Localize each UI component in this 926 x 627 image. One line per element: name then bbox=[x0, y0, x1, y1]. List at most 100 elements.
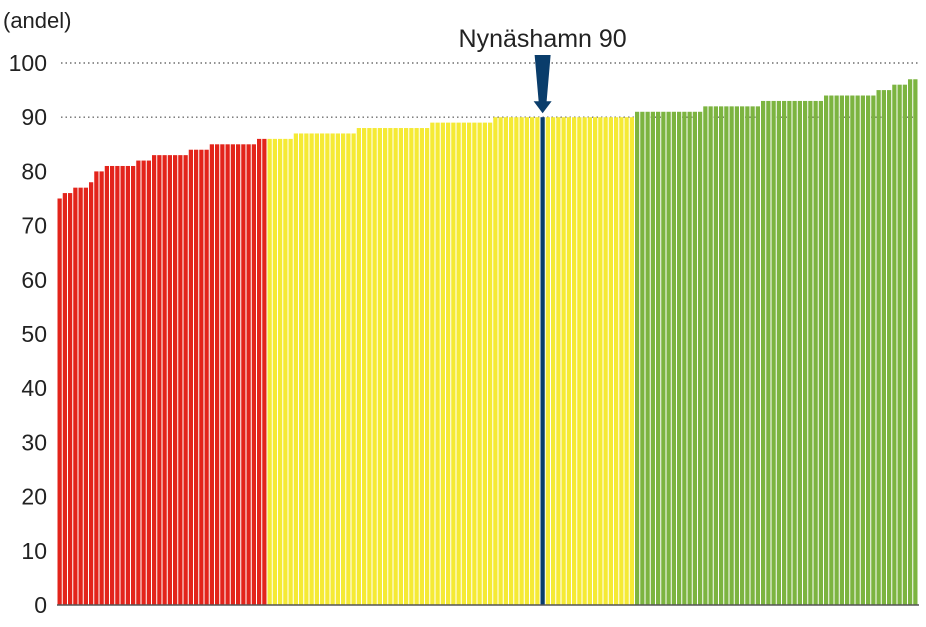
bar-35 bbox=[241, 144, 246, 606]
y-tick-label: 60 bbox=[21, 267, 47, 293]
bar-28 bbox=[204, 149, 209, 605]
y-tick-label: 40 bbox=[21, 375, 47, 401]
bar-16 bbox=[141, 160, 146, 605]
bar-150 bbox=[845, 95, 850, 606]
bar-125 bbox=[713, 106, 718, 606]
bar-139 bbox=[787, 100, 792, 605]
bar-66 bbox=[404, 128, 409, 606]
bar-19 bbox=[157, 155, 162, 605]
bar-101 bbox=[587, 117, 592, 605]
bar-84 bbox=[498, 117, 503, 605]
bar-114 bbox=[656, 111, 661, 605]
bar-89 bbox=[524, 117, 529, 605]
bar-32 bbox=[225, 144, 230, 606]
bar-105 bbox=[608, 117, 613, 605]
bar-8 bbox=[99, 171, 104, 605]
bar-15 bbox=[136, 160, 141, 605]
bar-162 bbox=[908, 79, 913, 605]
bar-33 bbox=[230, 144, 235, 606]
bar-29 bbox=[209, 144, 214, 606]
bar-116 bbox=[666, 111, 671, 605]
bar-151 bbox=[850, 95, 855, 606]
bar-67 bbox=[409, 128, 414, 606]
bar-128 bbox=[729, 106, 734, 606]
bar-97 bbox=[566, 117, 571, 605]
bar-121 bbox=[692, 111, 697, 605]
bar-119 bbox=[682, 111, 687, 605]
bar-131 bbox=[745, 106, 750, 606]
bar-113 bbox=[650, 111, 655, 605]
bar-83 bbox=[493, 117, 498, 605]
bar-53 bbox=[335, 133, 340, 605]
bar-63 bbox=[388, 128, 393, 606]
bar-30 bbox=[215, 144, 220, 606]
bar-163 bbox=[913, 79, 918, 605]
bar-72 bbox=[435, 122, 440, 606]
bar-109 bbox=[629, 117, 634, 605]
y-tick-label: 30 bbox=[21, 429, 47, 455]
bar-87 bbox=[514, 117, 519, 605]
bar-102 bbox=[593, 117, 598, 605]
bar-25 bbox=[188, 149, 193, 605]
bar-58 bbox=[362, 128, 367, 606]
bar-74 bbox=[446, 122, 451, 606]
y-tick-label: 10 bbox=[21, 538, 47, 564]
bar-57 bbox=[356, 128, 361, 606]
y-tick-label: 70 bbox=[21, 213, 47, 239]
bar-118 bbox=[677, 111, 682, 605]
bar-152 bbox=[855, 95, 860, 606]
bar-18 bbox=[152, 155, 157, 605]
bar-0 bbox=[57, 198, 62, 605]
bar-104 bbox=[603, 117, 608, 605]
bar-133 bbox=[755, 106, 760, 606]
bar-135 bbox=[766, 100, 771, 605]
bar-155 bbox=[871, 95, 876, 606]
bar-36 bbox=[246, 144, 251, 606]
bar-48 bbox=[309, 133, 314, 605]
arrow-down-icon bbox=[533, 55, 552, 114]
bar-46 bbox=[299, 133, 304, 605]
bar-highlighted bbox=[540, 117, 545, 605]
bar-51 bbox=[325, 133, 330, 605]
bar-24 bbox=[183, 155, 188, 605]
bar-60 bbox=[372, 128, 377, 606]
bar-73 bbox=[440, 122, 445, 606]
bar-94 bbox=[551, 117, 556, 605]
bar-85 bbox=[503, 117, 508, 605]
bar-145 bbox=[818, 100, 823, 605]
y-tick-label: 0 bbox=[34, 592, 47, 618]
bar-47 bbox=[304, 133, 309, 605]
bar-1 bbox=[62, 193, 67, 605]
gridlines bbox=[61, 62, 919, 118]
bar-23 bbox=[178, 155, 183, 605]
y-axis-title: (andel) bbox=[3, 8, 71, 33]
bar-82 bbox=[488, 122, 493, 606]
bar-91 bbox=[535, 117, 540, 605]
bar-98 bbox=[572, 117, 577, 605]
bar-75 bbox=[451, 122, 456, 606]
bar-93 bbox=[545, 117, 550, 605]
bar-56 bbox=[351, 133, 356, 605]
bar-78 bbox=[467, 122, 472, 606]
bar-147 bbox=[829, 95, 834, 606]
bar-120 bbox=[687, 111, 692, 605]
y-axis-tick-labels: 0 10 20 30 40 50 60 70 80 90 100 bbox=[9, 50, 47, 618]
bar-160 bbox=[897, 84, 902, 606]
bar-115 bbox=[661, 111, 666, 605]
bar-95 bbox=[556, 117, 561, 605]
bar-76 bbox=[456, 122, 461, 606]
bar-117 bbox=[671, 111, 676, 605]
bar-70 bbox=[425, 128, 430, 606]
bar-31 bbox=[220, 144, 225, 606]
bar-5 bbox=[83, 187, 88, 605]
bar-103 bbox=[598, 117, 603, 605]
bar-80 bbox=[477, 122, 482, 606]
bar-110 bbox=[635, 111, 640, 605]
bar-39 bbox=[262, 138, 267, 605]
bar-45 bbox=[293, 133, 298, 605]
bar-26 bbox=[194, 149, 199, 605]
bar-112 bbox=[645, 111, 650, 605]
bar-146 bbox=[824, 95, 829, 606]
bar-40 bbox=[267, 138, 272, 605]
bar-52 bbox=[330, 133, 335, 605]
